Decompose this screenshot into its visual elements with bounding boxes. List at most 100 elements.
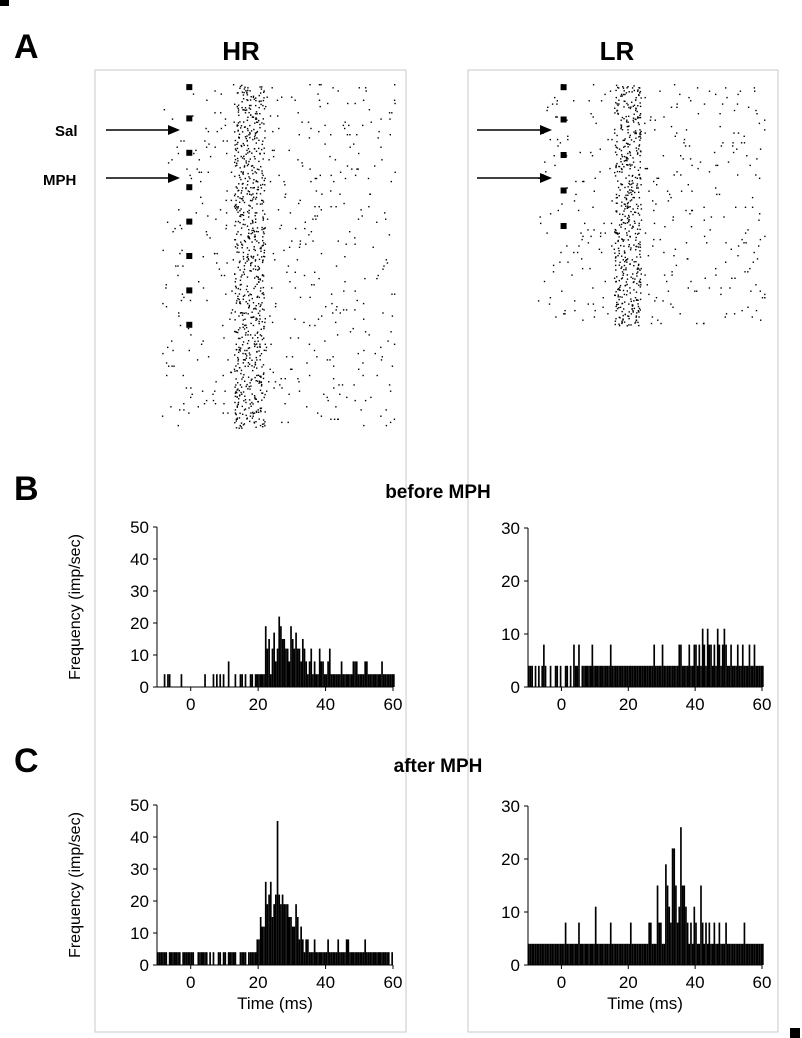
raster-spike bbox=[637, 246, 640, 248]
raster-spike bbox=[249, 199, 252, 202]
raster-spike bbox=[252, 337, 254, 339]
raster-spike bbox=[592, 84, 595, 86]
raster-spike bbox=[263, 152, 265, 155]
raster-spike bbox=[294, 227, 297, 230]
raster-spike bbox=[708, 171, 711, 173]
raster-spike bbox=[237, 266, 239, 269]
histogram-bar bbox=[608, 943, 610, 965]
raster-spike bbox=[268, 159, 270, 161]
raster-spike bbox=[324, 340, 326, 342]
raster-spike bbox=[676, 106, 678, 108]
raster-spike bbox=[603, 222, 605, 225]
raster-spike bbox=[283, 249, 285, 252]
raster-spike bbox=[261, 321, 263, 323]
raster-spike bbox=[209, 155, 212, 158]
raster-spike bbox=[576, 251, 579, 254]
histogram-bar bbox=[229, 952, 232, 965]
raster-spike bbox=[261, 226, 263, 229]
raster-spike bbox=[244, 262, 247, 264]
histogram-bar bbox=[305, 939, 308, 965]
raster-spike bbox=[664, 226, 666, 228]
raster-spike bbox=[640, 184, 642, 186]
raster-spike bbox=[259, 305, 261, 308]
raster-spike bbox=[640, 203, 642, 206]
raster-spike bbox=[239, 327, 241, 329]
histogram-bar bbox=[706, 628, 709, 687]
histogram-bar bbox=[359, 952, 361, 965]
raster-spike bbox=[394, 84, 396, 86]
raster-spike bbox=[230, 171, 233, 173]
raster-spike bbox=[230, 312, 233, 314]
raster-spike bbox=[245, 324, 247, 326]
raster-spike bbox=[638, 284, 640, 286]
raster-spike bbox=[675, 264, 678, 267]
raster-spike bbox=[243, 273, 245, 275]
raster-spike bbox=[252, 222, 254, 224]
raster-spike bbox=[223, 337, 225, 339]
raster-spike bbox=[624, 203, 626, 206]
raster-spike bbox=[703, 219, 705, 221]
raster-spike bbox=[202, 340, 204, 342]
raster-spike bbox=[244, 107, 247, 109]
raster-spike bbox=[246, 418, 248, 420]
raster-spike bbox=[256, 130, 259, 133]
raster-spike bbox=[177, 274, 179, 277]
raster-spike bbox=[636, 153, 639, 155]
raster-spike bbox=[291, 356, 294, 358]
raster-spike bbox=[171, 159, 173, 161]
raster-spike bbox=[618, 323, 620, 325]
raster-spike bbox=[271, 287, 273, 289]
raster-spike bbox=[564, 313, 566, 315]
raster-spike bbox=[260, 250, 262, 252]
raster-spike bbox=[298, 134, 300, 136]
raster-spike bbox=[594, 309, 596, 312]
histogram-bar bbox=[564, 665, 567, 687]
raster-spike bbox=[393, 418, 396, 420]
raster-spike bbox=[638, 144, 641, 146]
histogram-bar bbox=[381, 661, 383, 687]
raster-spike bbox=[614, 171, 616, 174]
raster-spike bbox=[259, 409, 262, 412]
raster-spike bbox=[243, 211, 245, 214]
histogram-bar bbox=[332, 952, 334, 965]
raster-spike bbox=[631, 227, 633, 229]
raster-spike bbox=[257, 409, 259, 411]
raster-spike bbox=[690, 226, 693, 228]
raster-spike bbox=[634, 322, 636, 324]
raster-spike bbox=[216, 262, 218, 264]
raster-spike bbox=[195, 149, 197, 152]
raster-spike bbox=[260, 353, 263, 355]
raster-spike bbox=[599, 148, 601, 150]
raster-spike bbox=[261, 122, 263, 124]
raster-spike bbox=[231, 290, 233, 292]
raster-spike bbox=[626, 283, 628, 286]
raster-spike bbox=[193, 152, 195, 155]
raster-spike bbox=[234, 370, 236, 372]
raster-spike bbox=[262, 140, 264, 142]
raster-spike bbox=[309, 168, 311, 170]
raster-spike bbox=[258, 242, 260, 244]
histogram-bar bbox=[601, 665, 604, 687]
raster-spike bbox=[247, 313, 249, 315]
raster-spike bbox=[629, 107, 632, 110]
histogram-bar bbox=[251, 674, 254, 687]
raster-spike bbox=[244, 318, 246, 320]
raster-spike bbox=[621, 321, 623, 324]
raster-spike bbox=[260, 410, 262, 413]
raster-spike bbox=[289, 281, 291, 283]
raster-spike bbox=[179, 324, 182, 327]
raster-spike bbox=[236, 243, 238, 245]
raster-spike bbox=[265, 349, 267, 352]
raster-spike bbox=[662, 155, 665, 157]
raster-spike bbox=[234, 409, 237, 411]
histogram-bar bbox=[568, 943, 570, 965]
histogram-bar bbox=[544, 665, 547, 687]
raster-spike bbox=[639, 243, 641, 246]
raster-spike bbox=[230, 199, 233, 202]
raster-spike bbox=[635, 291, 638, 293]
raster-spike bbox=[240, 155, 242, 158]
histogram-bar bbox=[666, 665, 669, 687]
histogram-bar bbox=[556, 665, 559, 687]
raster-spike bbox=[625, 142, 628, 144]
histogram-bar bbox=[743, 665, 746, 687]
